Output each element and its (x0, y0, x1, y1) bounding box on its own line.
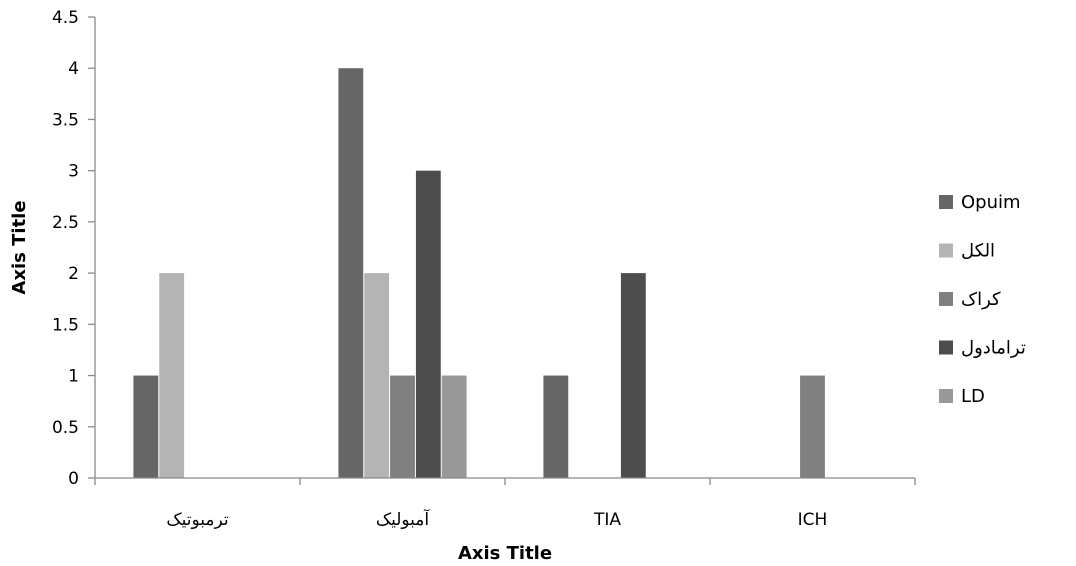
bar (159, 273, 185, 478)
x-axis-ticks: ترمبوتیک آمبولیک TIA ICH (94, 478, 916, 530)
x-tick-label: TIA (593, 510, 621, 530)
x-tick-label: آمبولیک (376, 508, 431, 530)
legend-label: کراک (961, 289, 1001, 310)
bar (441, 375, 467, 478)
y-tick-label: 3 (68, 162, 79, 182)
y-tick-label: 1 (68, 367, 79, 387)
bar (415, 170, 441, 478)
bar (800, 375, 825, 478)
bar (338, 68, 364, 478)
bar (543, 375, 569, 478)
bar (133, 375, 159, 478)
y-tick-label: 2 (68, 264, 79, 284)
legend: Opuim الکل کراک ترامادول LD (939, 192, 1026, 407)
legend-swatch (939, 292, 953, 306)
y-tick-label: 4 (68, 59, 79, 79)
x-tick-label: ICH (798, 510, 828, 530)
bar (364, 273, 390, 478)
y-tick-label: 1.5 (52, 315, 79, 335)
bar (390, 375, 415, 478)
legend-label: LD (961, 386, 985, 407)
legend-swatch (939, 243, 953, 258)
legend-label: Opuim (961, 192, 1021, 213)
legend-swatch (939, 340, 953, 355)
y-axis-ticks: 0 0.5 1 1.5 2 2.5 3 3.5 4 4.5 (52, 8, 95, 489)
y-tick-label: 0 (68, 469, 79, 489)
x-tick-label: ترمبوتیک (166, 510, 228, 530)
legend-swatch (939, 389, 953, 403)
legend-swatch (939, 195, 953, 209)
legend-label: الکل (961, 241, 995, 262)
bar (620, 273, 646, 478)
bars (133, 68, 825, 478)
y-axis-title: Axis Title (9, 200, 30, 294)
x-axis-title: Axis Title (458, 543, 552, 564)
y-tick-label: 4.5 (52, 8, 79, 28)
y-tick-label: 0.5 (52, 418, 79, 438)
legend-label: ترامادول (961, 338, 1026, 359)
y-tick-label: 2.5 (52, 213, 79, 233)
y-tick-label: 3.5 (52, 110, 79, 130)
